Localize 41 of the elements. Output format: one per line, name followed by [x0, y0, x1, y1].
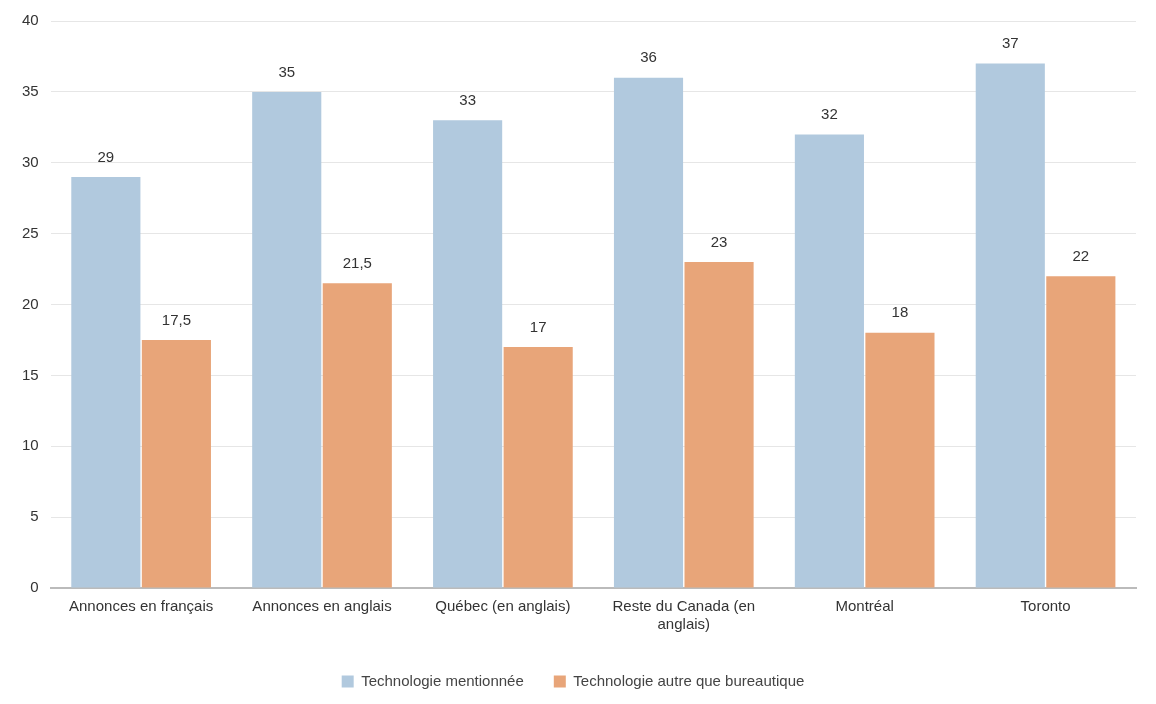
bar — [141, 339, 211, 588]
bar — [252, 91, 322, 588]
bar — [865, 332, 935, 588]
legend-label: Technologie mentionnée — [361, 671, 524, 689]
data-label: 35 — [278, 62, 296, 80]
bar — [71, 176, 141, 588]
data-label: 29 — [97, 147, 115, 165]
x-tick-label: Toronto — [1020, 597, 1071, 615]
y-tick-label: 0 — [30, 578, 39, 596]
y-tick-label: 25 — [22, 223, 39, 241]
data-label: 32 — [821, 105, 838, 123]
data-label: 17,5 — [161, 310, 191, 328]
data-label: 33 — [459, 90, 476, 108]
bar — [1046, 276, 1116, 588]
data-label: 21,5 — [342, 253, 372, 271]
y-tick-label: 15 — [22, 365, 39, 383]
y-tick-label: 30 — [22, 152, 39, 170]
bar — [503, 347, 573, 588]
x-tick-label: Annonces en français — [68, 597, 214, 615]
y-tick-label: 5 — [30, 507, 39, 525]
data-label: 37 — [1001, 34, 1019, 52]
y-tick-label: 10 — [22, 436, 39, 454]
data-label: 23 — [710, 232, 728, 250]
bar — [975, 63, 1045, 588]
data-label: 17 — [529, 317, 547, 335]
legend-label: Technologie autre que bureautique — [573, 671, 805, 689]
x-tick-label: Annonces en anglais — [252, 597, 392, 615]
x-tick-label: Québec (en anglais) — [435, 597, 571, 615]
data-label: 36 — [640, 48, 657, 66]
x-tick-label: Montréal — [835, 597, 894, 615]
data-label: 22 — [1072, 246, 1090, 264]
y-tick-label: 35 — [22, 82, 39, 100]
bar — [684, 261, 754, 588]
y-tick-label: 20 — [22, 294, 39, 312]
bar — [613, 77, 684, 588]
bar — [794, 134, 864, 588]
y-tick-label: 40 — [22, 11, 39, 29]
data-label: 18 — [891, 303, 909, 321]
bar — [433, 120, 503, 588]
bar — [322, 283, 392, 588]
x-tick-label: Reste du Canada (en anglais) — [612, 597, 756, 633]
